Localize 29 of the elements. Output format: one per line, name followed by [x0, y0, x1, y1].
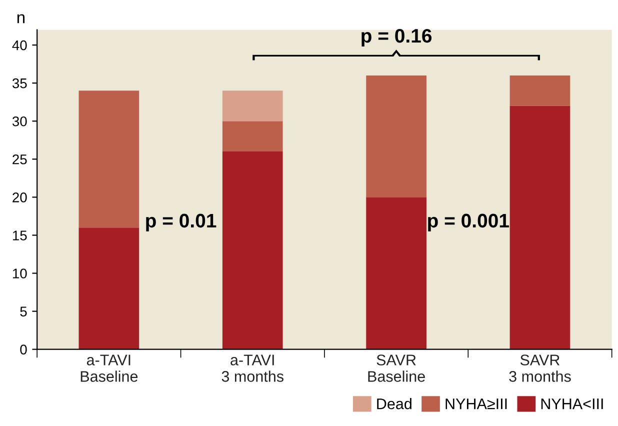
bar — [510, 106, 570, 350]
bar — [78, 228, 140, 350]
legend-label: NYHA<III — [541, 398, 603, 410]
bar — [222, 90, 283, 122]
legend-label: Dead — [377, 398, 412, 410]
y-tick-label: 20 — [12, 192, 27, 202]
y-tick-label: 15 — [12, 230, 27, 240]
bar — [222, 152, 283, 350]
x-tick-label: a-TAVI Baseline — [80, 354, 138, 382]
y-tick-label: 25 — [12, 154, 27, 164]
bar — [222, 121, 283, 152]
x-tick-label: a-TAVI 3 months — [222, 354, 284, 382]
y-tick-label: 30 — [12, 116, 27, 126]
bar — [510, 75, 570, 106]
x-tick-label: SAVR Baseline — [368, 354, 425, 382]
y-tick-label: 40 — [12, 40, 27, 50]
annotation: p = 0.001 — [428, 214, 509, 232]
bar — [78, 90, 140, 228]
y-tick-label: 35 — [12, 78, 27, 88]
annotation: p = 0.16 — [362, 28, 432, 47]
bar — [366, 197, 426, 350]
bar — [366, 75, 426, 198]
legend-label: NYHA≥III — [446, 398, 507, 410]
y-tick-label: 0 — [20, 344, 27, 354]
annotation: p = 0.01 — [146, 214, 216, 232]
y-tick-label: 10 — [12, 268, 27, 278]
y-axis-title: n — [17, 14, 25, 24]
x-tick-label: SAVR 3 months — [509, 354, 571, 382]
y-tick-label: 5 — [20, 306, 27, 316]
